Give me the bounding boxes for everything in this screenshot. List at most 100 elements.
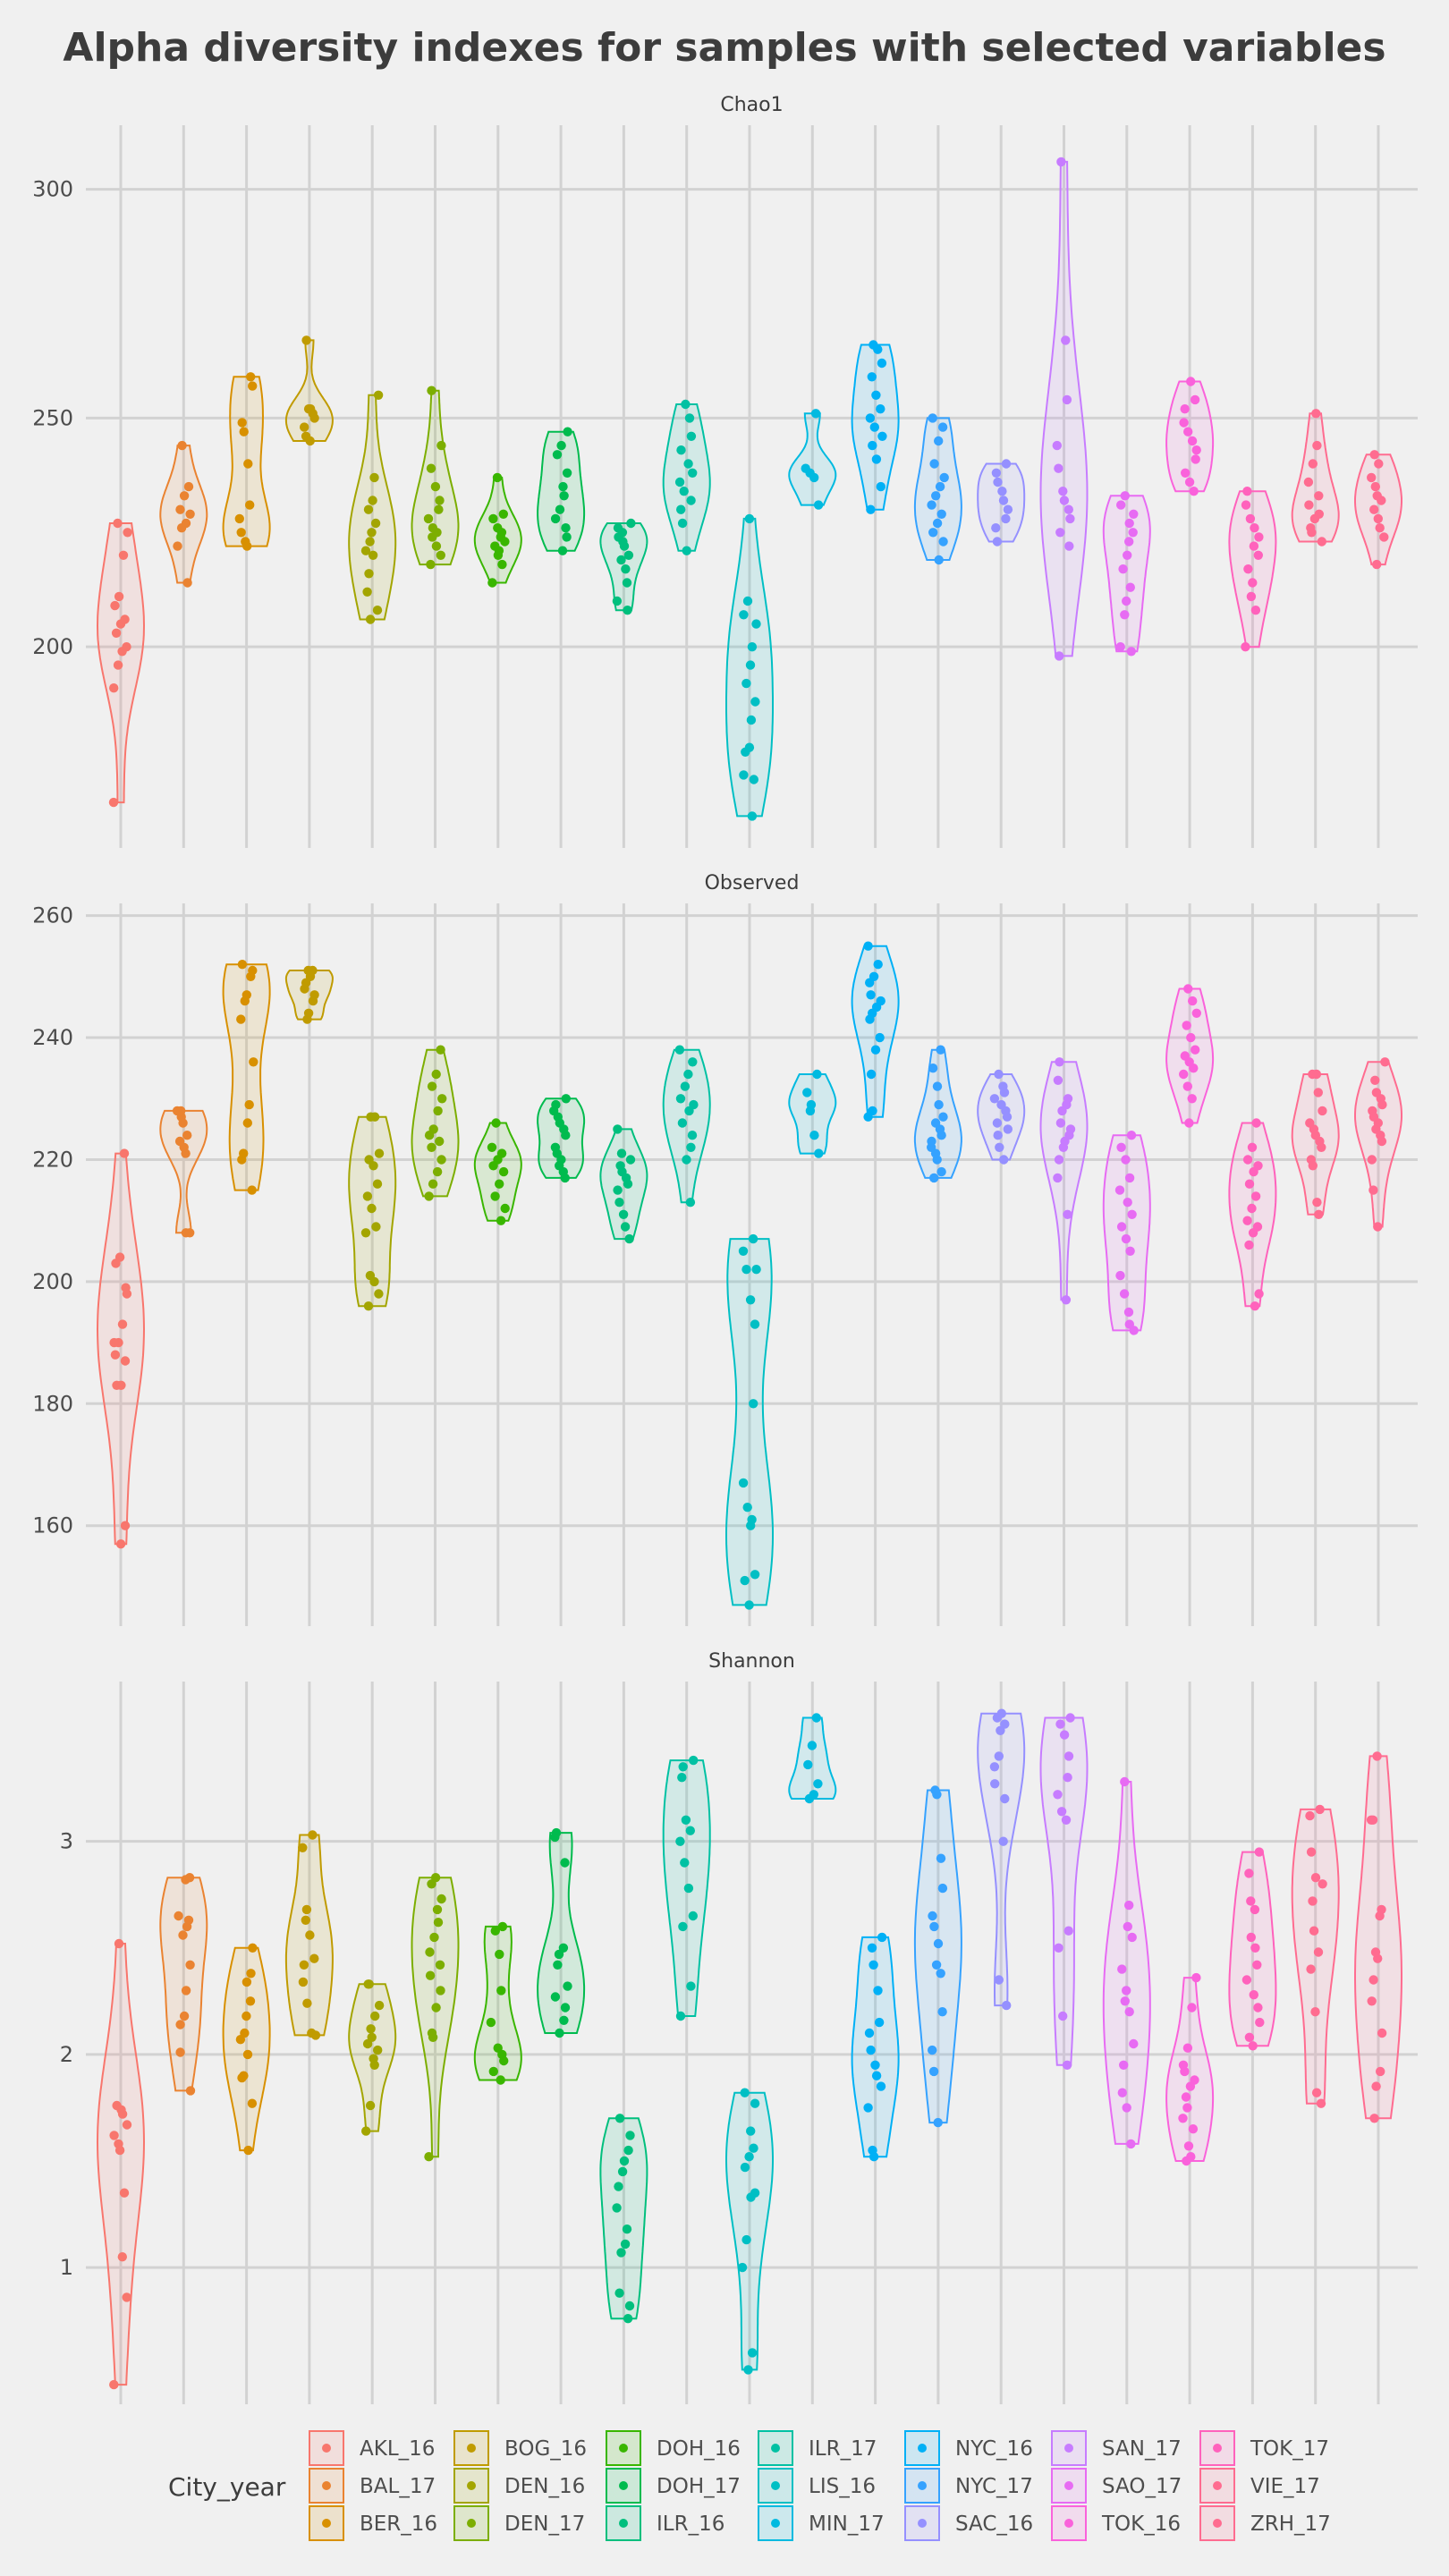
data-point-ILR_17 <box>675 2011 686 2021</box>
data-point-BER_16 <box>242 2049 253 2060</box>
data-point-ZRH_17 <box>1369 450 1379 460</box>
data-point-SAC_16 <box>1000 1793 1010 1804</box>
data-point-SAO_17 <box>1123 1198 1132 1208</box>
data-point-BAL_17 <box>179 2011 190 2021</box>
data-point-VIE_17 <box>1308 1069 1318 1080</box>
data-point-DEN_17 <box>435 496 445 505</box>
data-point-DEN_16 <box>373 2045 383 2055</box>
data-point-ILR_17 <box>686 1142 696 1153</box>
panel-chao1: Chao1 200 250 300 <box>32 94 1418 848</box>
data-point-SAO_17 <box>1116 1142 1126 1153</box>
data-point-BAL_17 <box>182 1131 192 1140</box>
legend-item-DEN_16: DEN_16 <box>453 2468 585 2504</box>
data-point-NYC_17 <box>932 1081 943 1091</box>
data-point-LIS_16 <box>738 1478 749 1488</box>
data-point-BER_16 <box>237 418 247 428</box>
data-point-DOH_17 <box>556 440 566 451</box>
data-point-DOH_17 <box>558 481 568 492</box>
data-point-DOH_17 <box>558 1943 569 1953</box>
data-point-ILR_17 <box>675 1094 686 1104</box>
legend-label: DOH_16 <box>657 2437 741 2461</box>
data-point-NYC_17 <box>928 1911 937 1921</box>
data-point-MIN_17 <box>810 409 821 419</box>
violin-BOG_16 <box>284 970 334 1021</box>
data-point-ILR_16 <box>623 550 634 560</box>
violin-SAN_17 <box>1039 1716 1089 2066</box>
data-point-BER_16 <box>234 513 244 524</box>
data-point-SAN_17 <box>1061 335 1071 345</box>
data-point-AKL_16 <box>111 628 122 638</box>
data-point-BOG_16 <box>308 965 318 976</box>
y-tick-label: 3 <box>60 1829 73 1854</box>
data-point-MIN_17 <box>803 1759 813 1770</box>
data-point-ZRH_17 <box>1374 459 1384 469</box>
data-point-DOH_16 <box>492 472 503 483</box>
data-point-TOK_17 <box>1254 1847 1265 1857</box>
data-point-SAC_16 <box>994 1069 1004 1080</box>
data-point-VIE_17 <box>1311 2088 1322 2097</box>
legend-key-point <box>918 2519 927 2528</box>
data-point-ILR_16 <box>616 555 626 565</box>
data-point-AKL_16 <box>109 2379 119 2390</box>
data-point-NYC_16 <box>870 2060 880 2070</box>
data-point-SAO_17 <box>1126 1131 1137 1140</box>
data-point-LIS_16 <box>751 1265 761 1275</box>
data-point-BER_16 <box>245 1996 256 2006</box>
data-point-NYC_17 <box>928 1063 938 1073</box>
data-point-BOG_16 <box>300 422 309 432</box>
data-point-VIE_17 <box>1312 1198 1322 1208</box>
data-point-DOH_16 <box>498 1166 509 1177</box>
data-point-AKL_16 <box>114 1337 123 1348</box>
data-point-DOH_16 <box>495 1179 504 1189</box>
data-point-ILR_17 <box>689 1099 699 1110</box>
data-point-DEN_16 <box>370 518 381 529</box>
data-point-AKL_16 <box>120 614 130 624</box>
data-point-BER_16 <box>242 1977 252 1987</box>
data-point-LIS_16 <box>747 2348 758 2358</box>
legend-item-ILR_17: ILR_17 <box>758 2430 877 2466</box>
data-point-ILR_16 <box>626 518 636 529</box>
data-point-LIS_16 <box>740 2162 750 2173</box>
data-point-TOK_16 <box>1188 996 1198 1006</box>
data-point-SAN_17 <box>1054 463 1063 473</box>
data-point-BAL_17 <box>175 504 185 514</box>
data-point-NYC_16 <box>871 454 882 464</box>
data-point-AKL_16 <box>114 1252 125 1262</box>
legend-item-ILR_16: ILR_16 <box>606 2505 724 2541</box>
data-point-NYC_17 <box>934 436 944 446</box>
violin-TOK_16 <box>1165 987 1215 1124</box>
data-point-DOH_17 <box>559 491 569 501</box>
data-point-BOG_16 <box>305 1930 315 1940</box>
data-point-ILR_17 <box>685 1198 696 1208</box>
data-point-TOK_17 <box>1247 1142 1258 1153</box>
data-point-ILR_16 <box>625 1155 636 1165</box>
legend-label: SAN_17 <box>1102 2437 1182 2461</box>
data-point-ZRH_17 <box>1368 1185 1378 1195</box>
data-point-LIS_16 <box>738 1246 749 1257</box>
data-point-ILR_16 <box>616 2248 626 2258</box>
data-point-DOH_17 <box>550 513 561 524</box>
data-point-SAO_17 <box>1118 564 1128 574</box>
legend-title: City_year <box>168 2472 286 2502</box>
data-point-DEN_17 <box>424 1191 434 1201</box>
data-point-ZRH_17 <box>1368 1106 1377 1116</box>
data-point-BOG_16 <box>306 404 316 414</box>
data-point-AKL_16 <box>112 2100 122 2111</box>
data-point-DEN_16 <box>371 1222 381 1232</box>
data-point-TOK_17 <box>1242 487 1252 496</box>
data-point-LIS_16 <box>741 2234 751 2245</box>
data-point-SAO_17 <box>1126 2139 1136 2149</box>
data-point-NYC_16 <box>866 1069 877 1080</box>
data-point-BOG_16 <box>309 1953 319 1963</box>
violin-BER_16 <box>222 963 271 1191</box>
legend-key <box>758 2430 793 2466</box>
data-point-SAO_17 <box>1129 2038 1139 2049</box>
y-tick-label: 220 <box>32 1147 73 1172</box>
data-point-SAO_17 <box>1114 1185 1125 1195</box>
data-point-ZRH_17 <box>1373 1222 1383 1232</box>
data-point-DOH_17 <box>561 1094 571 1104</box>
data-point-BAL_17 <box>174 1136 185 1147</box>
data-point-SAC_16 <box>994 1975 1004 1985</box>
legend-label: TOK_16 <box>1101 2512 1181 2536</box>
data-point-VIE_17 <box>1318 1879 1327 1889</box>
